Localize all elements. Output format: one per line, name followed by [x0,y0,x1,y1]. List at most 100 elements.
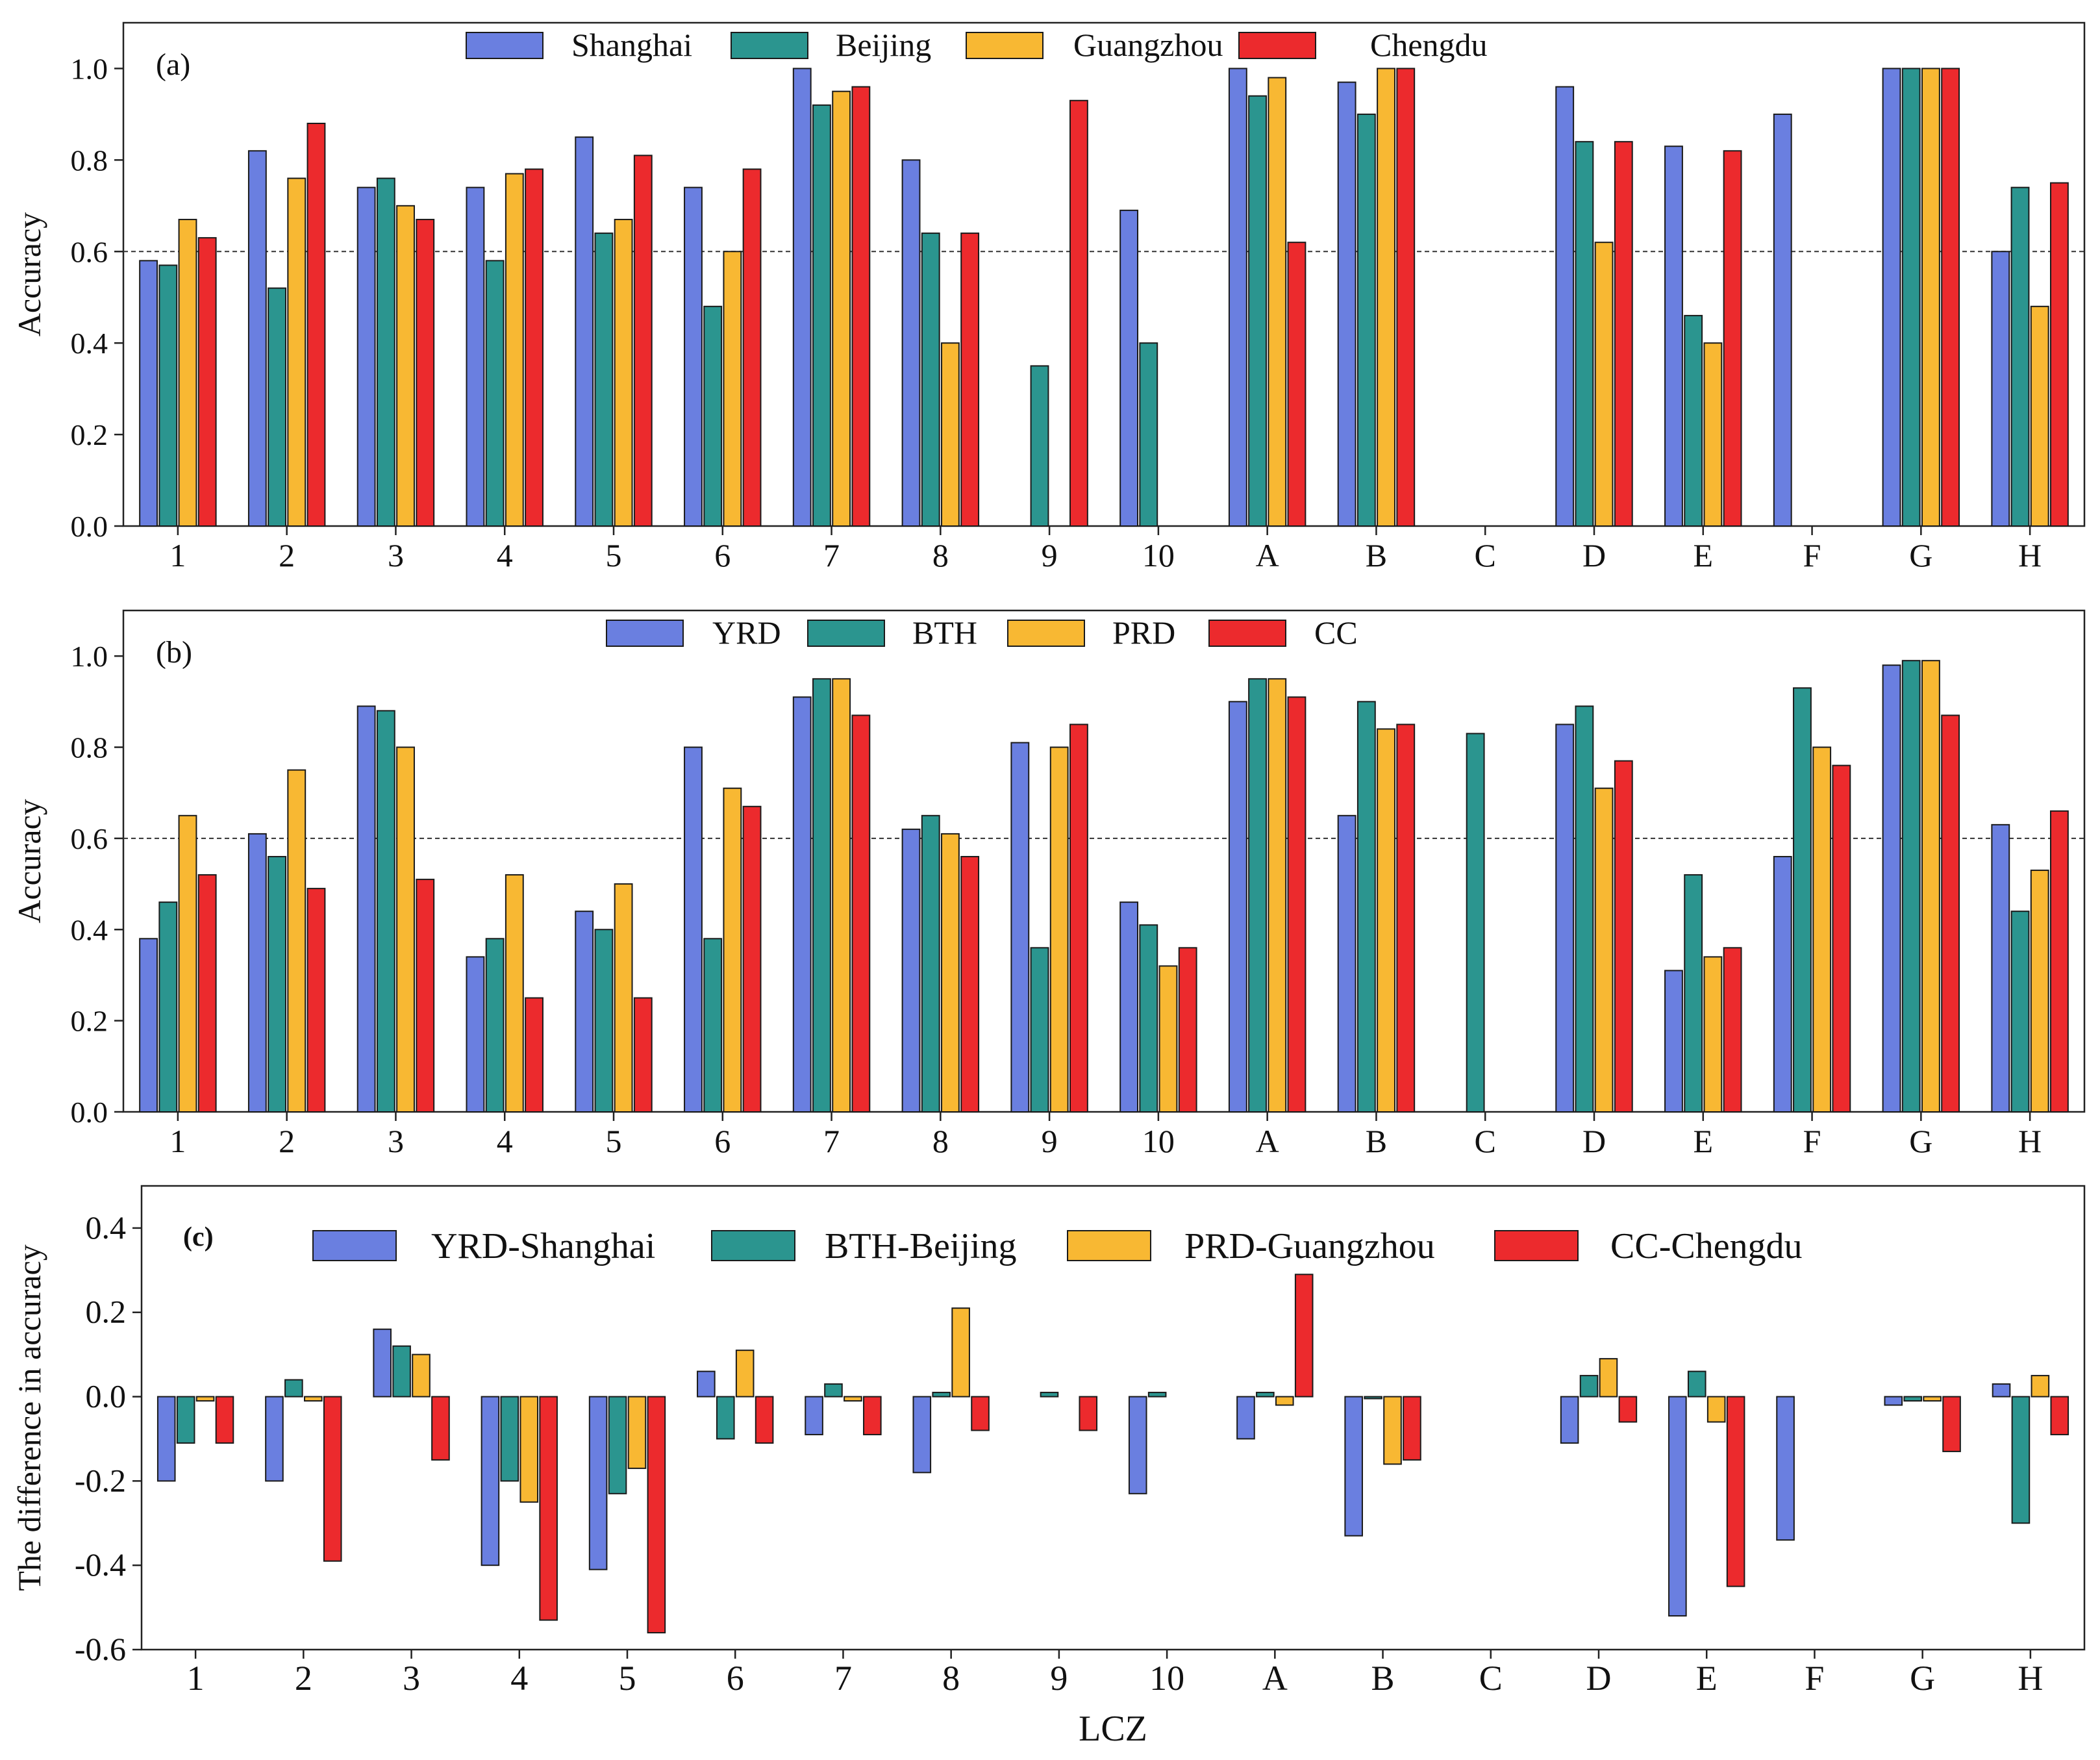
legend-swatch-prd [1007,620,1085,647]
bar-prd-guangzhou-b [1383,1396,1402,1465]
bar-beijing-1 [158,264,178,527]
bar-prd-a [1268,678,1287,1113]
bar-yrd-shanghai-d [1560,1396,1579,1444]
bar-yrd-shanghai-8 [912,1396,932,1474]
bar-prd-guangzhou-1 [195,1396,215,1402]
panel-b: 0.0 0.2 0.4 0.6 0.8 1.0 Accuracy 1 2 3 4 5 6 7 8 9 10 A B C… [11,609,2086,1159]
bar-shanghai-7 [792,68,812,527]
bar-cc-8 [960,855,980,1113]
bar-cc-chengdu-a [1294,1274,1314,1398]
x-tick-label: 7 [823,537,840,573]
x-tick-label: A [1262,1659,1288,1698]
bar-chengdu-2 [306,123,326,527]
y-tick-label: 0.8 [71,731,108,764]
bar-cc-10 [1178,947,1197,1113]
bar-cc-7 [851,714,871,1113]
bar-prd-guangzhou-4 [519,1396,539,1503]
x-axis-label: LCZ [1079,1709,1147,1749]
bar-prd-guangzhou-2 [303,1396,323,1402]
bar-shanghai-8 [901,159,921,527]
plot-frame [140,1185,2086,1651]
bar-beijing-g [1901,68,1921,527]
x-tick-label: D [1586,1659,1612,1698]
bar-prd-guangzhou-a [1275,1396,1294,1406]
bar-guangzhou-8 [941,342,960,527]
bar-beijing-a [1248,95,1267,527]
x-tick-label: 5 [606,537,622,573]
legend-swatch-shanghai [466,32,544,59]
y-axis-label: Accuracy [11,212,47,337]
bar-cc-chengdu-4 [539,1396,558,1621]
bar-bth-beijing-9 [1040,1392,1059,1398]
x-tick-label: 6 [714,1123,731,1159]
bar-prd-4 [505,874,524,1113]
legend-label-guangzhou: Guangzhou [1073,27,1223,63]
bar-beijing-b [1356,113,1376,527]
bar-shanghai-5 [575,136,594,527]
legend-label-yrd: YRD [712,614,781,651]
x-tick-label: 4 [497,537,513,573]
bar-guangzhou-1 [178,218,197,527]
y-tick-label: 0.2 [71,418,108,451]
bar-yrd-e [1664,970,1683,1113]
bar-yrd-shanghai-4 [481,1396,500,1566]
bar-yrd-3 [356,705,376,1113]
x-tick-label: G [1909,537,1932,573]
bar-beijing-5 [594,233,614,527]
bar-prd-9 [1049,746,1069,1113]
bar-chengdu-5 [633,155,653,527]
bar-bth-beijing-4 [500,1396,519,1482]
bar-cc-2 [306,888,326,1113]
bar-yrd-8 [901,828,921,1113]
bar-bth-a [1248,678,1267,1113]
bar-chengdu-g [1941,68,1960,527]
x-tick-label: 8 [932,1123,949,1159]
x-tick-label: D [1582,1123,1606,1159]
bar-bth-beijing-1 [176,1396,195,1444]
y-tick-label: -0.4 [75,1546,126,1583]
bar-beijing-2 [268,287,286,527]
bar-yrd-d [1555,723,1575,1113]
bar-yrd-shanghai-6 [697,1370,716,1398]
panel-a: 0.0 0.2 0.4 0.6 0.8 1.0 Accuracy 1 2 3 4 5 6 7 8 9 10 A B C… [11,21,2086,573]
legend-label-bth: BTH [912,614,977,651]
y-tick-label: 0.2 [71,1005,108,1038]
bar-cc-4 [525,997,544,1113]
bar-bth-1 [158,901,178,1113]
bar-prd-5 [614,883,633,1113]
x-tick-label: 9 [1042,537,1058,573]
bar-cc-e [1723,947,1742,1113]
bar-chengdu-7 [851,86,871,527]
bar-beijing-d [1575,141,1594,527]
x-tick-label: 8 [942,1659,960,1698]
bar-guangzhou-g [1921,68,1940,527]
bar-cc-chengdu-5 [647,1396,666,1634]
x-tick-label: 10 [1142,1123,1175,1159]
bar-bth-beijing-6 [716,1396,735,1440]
bar-yrd-5 [575,911,594,1113]
bar-bth-g [1901,660,1921,1113]
bar-bth-beijing-d [1579,1375,1599,1398]
bar-chengdu-a [1287,242,1306,527]
x-tick-label: 5 [619,1659,636,1698]
bar-cc-chengdu-h [2050,1396,2069,1435]
bar-bth-6 [703,938,723,1113]
x-tick-label: E [1696,1659,1718,1698]
bar-shanghai-4 [466,186,485,527]
bar-prd-10 [1158,965,1178,1113]
bar-cc-chengdu-g [1942,1396,1961,1452]
legend-swatch-prd-guangzhou [1067,1230,1151,1261]
bar-cc-chengdu-9 [1079,1396,1098,1431]
bar-cc-chengdu-d [1618,1396,1638,1423]
bar-yrd-shanghai-3 [373,1328,392,1398]
legend-label-bth-beijing: BTH-Beijing [825,1226,1017,1266]
bar-prd-8 [941,833,960,1113]
bar-yrd-shanghai-5 [588,1396,608,1570]
bar-guangzhou-7 [832,90,851,527]
bar-cc-h [2049,810,2069,1113]
bar-bth-beijing-b [1364,1396,1382,1400]
bar-yrd-h [1991,823,2010,1113]
bar-bth-10 [1139,924,1158,1113]
bar-cc-5 [633,997,653,1113]
